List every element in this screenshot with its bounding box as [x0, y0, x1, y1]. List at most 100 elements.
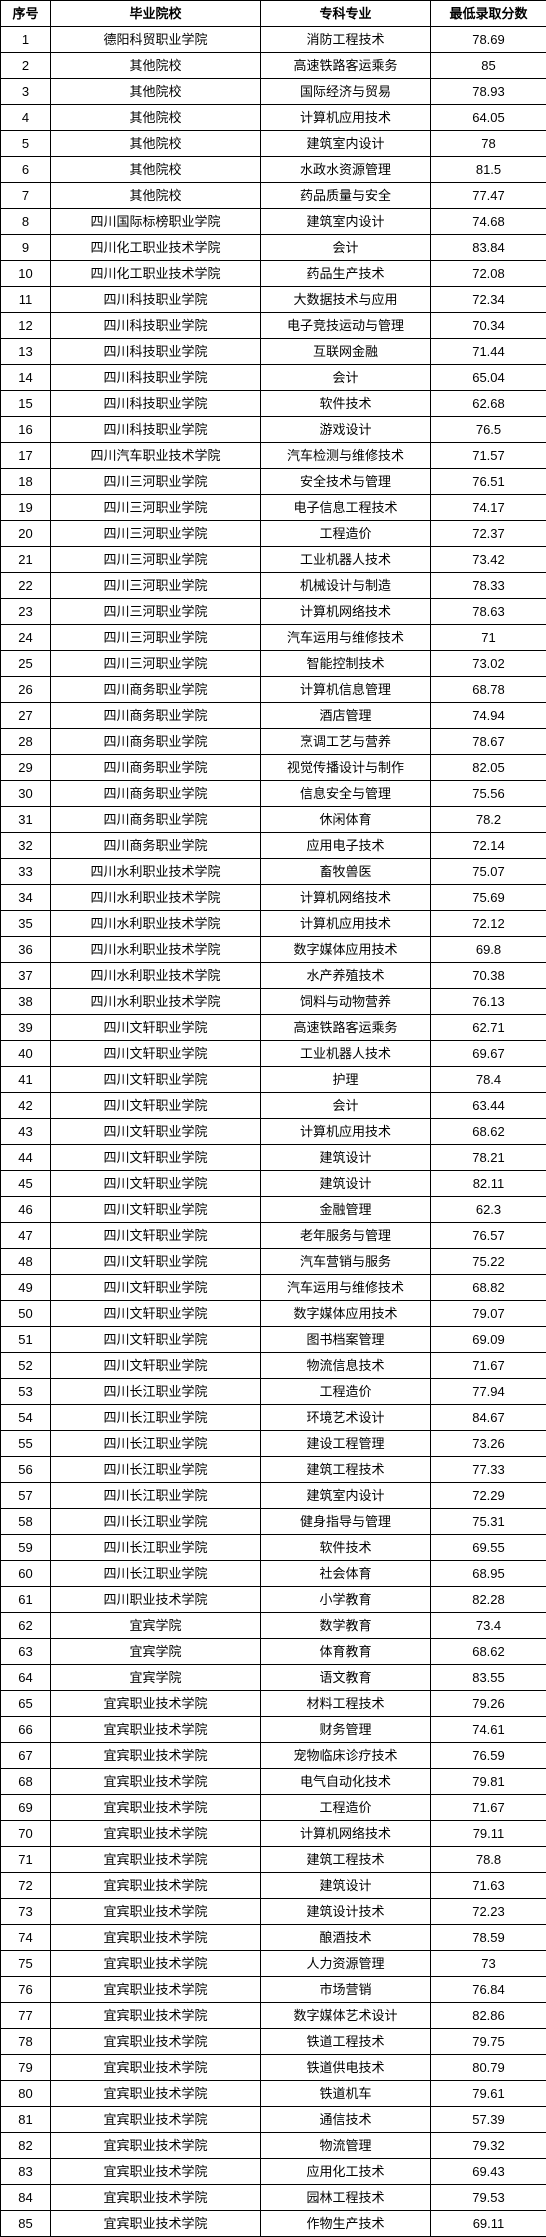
table-row: 85宜宾职业技术学院作物生产技术69.11	[1, 2211, 546, 2237]
table-row: 2其他院校高速铁路客运乘务85	[1, 53, 546, 79]
table-row: 13四川科技职业学院互联网金融71.44	[1, 339, 546, 365]
cell-score: 68.82	[431, 1275, 546, 1301]
cell-score: 82.11	[431, 1171, 546, 1197]
cell-major: 数字媒体艺术设计	[261, 2003, 431, 2029]
cell-school: 四川职业技术学院	[51, 1587, 261, 1613]
cell-school: 宜宾职业技术学院	[51, 1821, 261, 1847]
cell-school: 宜宾职业技术学院	[51, 2211, 261, 2237]
cell-major: 消防工程技术	[261, 27, 431, 53]
cell-index: 40	[1, 1041, 51, 1067]
col-header-school: 毕业院校	[51, 1, 261, 27]
cell-school: 宜宾学院	[51, 1613, 261, 1639]
cell-score: 75.56	[431, 781, 546, 807]
col-header-score: 最低录取分数	[431, 1, 546, 27]
cell-score: 68.78	[431, 677, 546, 703]
cell-school: 宜宾学院	[51, 1665, 261, 1691]
cell-major: 酒店管理	[261, 703, 431, 729]
cell-index: 77	[1, 2003, 51, 2029]
cell-index: 47	[1, 1223, 51, 1249]
table-row: 83宜宾职业技术学院应用化工技术69.43	[1, 2159, 546, 2185]
table-row: 61四川职业技术学院小学教育82.28	[1, 1587, 546, 1613]
cell-index: 28	[1, 729, 51, 755]
cell-school: 四川化工职业技术学院	[51, 235, 261, 261]
table-row: 76宜宾职业技术学院市场营销76.84	[1, 1977, 546, 2003]
cell-school: 四川长江职业学院	[51, 1405, 261, 1431]
cell-major: 铁道工程技术	[261, 2029, 431, 2055]
cell-index: 78	[1, 2029, 51, 2055]
table-row: 43四川文轩职业学院计算机应用技术68.62	[1, 1119, 546, 1145]
cell-score: 75.07	[431, 859, 546, 885]
cell-major: 计算机网络技术	[261, 885, 431, 911]
cell-school: 四川三河职业学院	[51, 547, 261, 573]
cell-index: 46	[1, 1197, 51, 1223]
cell-score: 72.12	[431, 911, 546, 937]
cell-major: 工程造价	[261, 521, 431, 547]
table-row: 57四川长江职业学院建筑室内设计72.29	[1, 1483, 546, 1509]
cell-score: 77.33	[431, 1457, 546, 1483]
table-row: 64宜宾学院语文教育83.55	[1, 1665, 546, 1691]
table-row: 44四川文轩职业学院建筑设计78.21	[1, 1145, 546, 1171]
table-row: 47四川文轩职业学院老年服务与管理76.57	[1, 1223, 546, 1249]
table-row: 27四川商务职业学院酒店管理74.94	[1, 703, 546, 729]
table-row: 16四川科技职业学院游戏设计76.5	[1, 417, 546, 443]
cell-school: 四川汽车职业技术学院	[51, 443, 261, 469]
table-row: 59四川长江职业学院软件技术69.55	[1, 1535, 546, 1561]
cell-index: 57	[1, 1483, 51, 1509]
cell-score: 72.23	[431, 1899, 546, 1925]
cell-score: 81.5	[431, 157, 546, 183]
cell-school: 四川文轩职业学院	[51, 1093, 261, 1119]
cell-score: 78	[431, 131, 546, 157]
cell-school: 四川文轩职业学院	[51, 1015, 261, 1041]
cell-index: 25	[1, 651, 51, 677]
table-row: 71宜宾职业技术学院建筑工程技术78.8	[1, 1847, 546, 1873]
cell-index: 79	[1, 2055, 51, 2081]
cell-major: 应用电子技术	[261, 833, 431, 859]
cell-score: 79.07	[431, 1301, 546, 1327]
cell-score: 62.3	[431, 1197, 546, 1223]
cell-index: 18	[1, 469, 51, 495]
cell-index: 83	[1, 2159, 51, 2185]
table-row: 51四川文轩职业学院图书档案管理69.09	[1, 1327, 546, 1353]
table-row: 46四川文轩职业学院金融管理62.3	[1, 1197, 546, 1223]
cell-index: 20	[1, 521, 51, 547]
cell-score: 75.31	[431, 1509, 546, 1535]
cell-school: 四川文轩职业学院	[51, 1301, 261, 1327]
cell-index: 49	[1, 1275, 51, 1301]
table-row: 41四川文轩职业学院护理78.4	[1, 1067, 546, 1093]
cell-score: 76.57	[431, 1223, 546, 1249]
cell-major: 语文教育	[261, 1665, 431, 1691]
cell-school: 四川文轩职业学院	[51, 1275, 261, 1301]
cell-school: 宜宾职业技术学院	[51, 2159, 261, 2185]
cell-school: 四川文轩职业学院	[51, 1197, 261, 1223]
cell-score: 83.84	[431, 235, 546, 261]
table-row: 37四川水利职业技术学院水产养殖技术70.38	[1, 963, 546, 989]
cell-major: 工程造价	[261, 1379, 431, 1405]
cell-major: 会计	[261, 365, 431, 391]
table-row: 50四川文轩职业学院数字媒体应用技术79.07	[1, 1301, 546, 1327]
cell-school: 其他院校	[51, 131, 261, 157]
cell-score: 76.51	[431, 469, 546, 495]
table-row: 17四川汽车职业技术学院汽车检测与维修技术71.57	[1, 443, 546, 469]
cell-index: 1	[1, 27, 51, 53]
cell-index: 58	[1, 1509, 51, 1535]
cell-school: 宜宾职业技术学院	[51, 1795, 261, 1821]
cell-index: 38	[1, 989, 51, 1015]
cell-score: 82.05	[431, 755, 546, 781]
cell-major: 建筑设计	[261, 1873, 431, 1899]
cell-school: 四川文轩职业学院	[51, 1249, 261, 1275]
cell-school: 宜宾职业技术学院	[51, 2107, 261, 2133]
table-row: 30四川商务职业学院信息安全与管理75.56	[1, 781, 546, 807]
cell-major: 体育教育	[261, 1639, 431, 1665]
table-row: 70宜宾职业技术学院计算机网络技术79.11	[1, 1821, 546, 1847]
cell-score: 72.37	[431, 521, 546, 547]
table-row: 1德阳科贸职业学院消防工程技术78.69	[1, 27, 546, 53]
table-row: 74宜宾职业技术学院酿酒技术78.59	[1, 1925, 546, 1951]
cell-major: 汽车营销与服务	[261, 1249, 431, 1275]
cell-major: 环境艺术设计	[261, 1405, 431, 1431]
cell-major: 智能控制技术	[261, 651, 431, 677]
cell-index: 85	[1, 2211, 51, 2237]
cell-score: 74.17	[431, 495, 546, 521]
cell-index: 37	[1, 963, 51, 989]
cell-index: 30	[1, 781, 51, 807]
cell-major: 会计	[261, 235, 431, 261]
